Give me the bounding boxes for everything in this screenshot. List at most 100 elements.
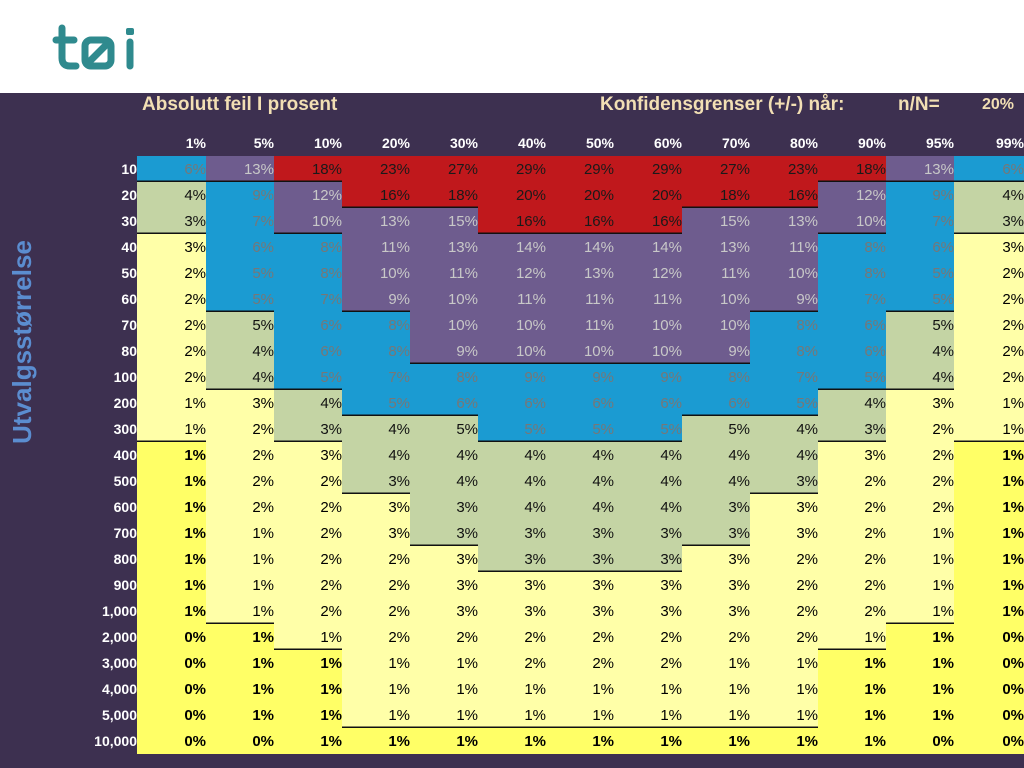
table-cell: 3% [614,546,682,572]
row-header: 50 [121,265,137,281]
table-cell: 9% [614,364,682,390]
table-cell: 1% [954,520,1024,546]
table-cell: 10% [410,286,478,312]
table-cell: 7% [274,286,342,312]
table-cell: 2% [206,442,274,468]
table-cell: 4% [614,494,682,520]
table-cell: 4% [614,468,682,494]
table-cell: 1% [410,650,478,676]
table-cell: 1% [137,468,206,494]
table-cell: 1% [750,676,818,702]
table-cell: 1% [818,702,886,728]
table-cell: 1% [954,494,1024,520]
table-cell: 1% [682,650,750,676]
table-cell: 1% [137,546,206,572]
table-cell: 11% [546,312,614,338]
table-cell: 5% [206,312,274,338]
table-cell: 6% [410,390,478,416]
table-cell: 1% [750,650,818,676]
table-cell: 2% [954,312,1024,338]
table-cell: 3% [682,520,750,546]
table-cell: 1% [274,624,342,650]
table-cell: 11% [478,286,546,312]
column-header: 1% [185,135,206,151]
table-row: 70 2% 5% 6% 8% 10% 10% 11% 10% 10% 8% 6% 5% 2% [0,312,1024,338]
table-row: 100 2% 4% 5% 7% 8% 9% 9% 9% 8% 7% 5% 4% 2% [0,364,1024,390]
column-header: 30% [449,135,478,151]
table-cell: 4% [410,442,478,468]
table-row: 80 2% 4% 6% 8% 9% 10% 10% 10% 9% 8% 6% 4% 2% [0,338,1024,364]
table-cell: 29% [546,156,614,182]
table-cell: 1% [137,494,206,520]
table-cell: 2% [886,442,954,468]
table-cell: 1% [818,676,886,702]
table-row: 200 1% 3% 4% 5% 6% 6% 6% 6% 6% 5% 4% 3% 1% [0,390,1024,416]
table-cell: 2% [274,520,342,546]
table-cell: 3% [206,390,274,416]
table-cell: 3% [682,598,750,624]
table-row: 700 1% 1% 2% 3% 3% 3% 3% 3% 3% 3% 2% 1% 1% [0,520,1024,546]
table-cell: 2% [546,624,614,650]
table-cell: 4% [614,442,682,468]
table-cell: 0% [954,650,1024,676]
table-cell: 18% [682,182,750,208]
column-header: 10% [313,135,342,151]
table-cell: 6% [274,312,342,338]
table-cell: 2% [342,546,410,572]
table-cell: 2% [818,598,886,624]
table-cell: 11% [410,260,478,286]
table-cell: 3% [274,442,342,468]
table-cell: 4% [750,416,818,442]
table-cell: 1% [886,650,954,676]
row-header: 300 [113,421,137,437]
ratio-label: n/N= [898,94,940,115]
table-row: 5,000 0% 1% 1% 1% 1% 1% 1% 1% 1% 1% 1% 1% 0% [0,702,1024,728]
table-cell: 3% [750,520,818,546]
confidence-label: Konfidensgrenser (+/-) når: [600,94,845,115]
row-header: 5,000 [101,707,137,723]
row-header: 1,000 [101,603,137,619]
table-cell: 3% [818,442,886,468]
table-cell: 2% [750,598,818,624]
table-cell: 2% [137,260,206,286]
table-cell: 1% [682,728,750,754]
table-cell: 4% [750,442,818,468]
table-cell: 5% [478,416,546,442]
table-row: 3,000 0% 1% 1% 1% 1% 2% 2% 2% 1% 1% 1% 1% 0% [0,650,1024,676]
table-cell: 2% [954,338,1024,364]
table-cell: 1% [478,676,546,702]
table-cell: 1% [206,624,274,650]
table-cell: 0% [954,728,1024,754]
table-cell: 9% [886,182,954,208]
row-header: 10 [121,161,137,177]
row-header: 20 [121,187,137,203]
table-cell: 16% [342,182,410,208]
table-cell: 2% [954,260,1024,286]
table-row: 50 2% 5% 8% 10% 11% 12% 13% 12% 11% 10% 8% 5% 2% [0,260,1024,286]
table-cell: 1% [954,572,1024,598]
table-cell: 1% [886,546,954,572]
table-cell: 2% [478,624,546,650]
table-cell: 13% [682,234,750,260]
table-cell: 4% [206,338,274,364]
table-cell: 4% [478,468,546,494]
row-header: 900 [113,577,137,593]
table-cell: 1% [274,702,342,728]
table-cell: 8% [750,312,818,338]
table-cell: 3% [410,494,478,520]
row-header: 800 [113,551,137,567]
table-cell: 2% [818,468,886,494]
table-cell: 10% [274,208,342,234]
column-header: 50% [585,135,614,151]
table-cell: 13% [546,260,614,286]
table-cell: 9% [682,338,750,364]
table-cell: 1% [137,598,206,624]
table-cell: 0% [954,676,1024,702]
table-cell: 3% [818,416,886,442]
table-cell: 9% [750,286,818,312]
column-header: 20% [381,135,410,151]
table-cell: 13% [342,208,410,234]
table-cell: 20% [546,182,614,208]
table-cell: 13% [410,234,478,260]
table-cell: 5% [410,416,478,442]
